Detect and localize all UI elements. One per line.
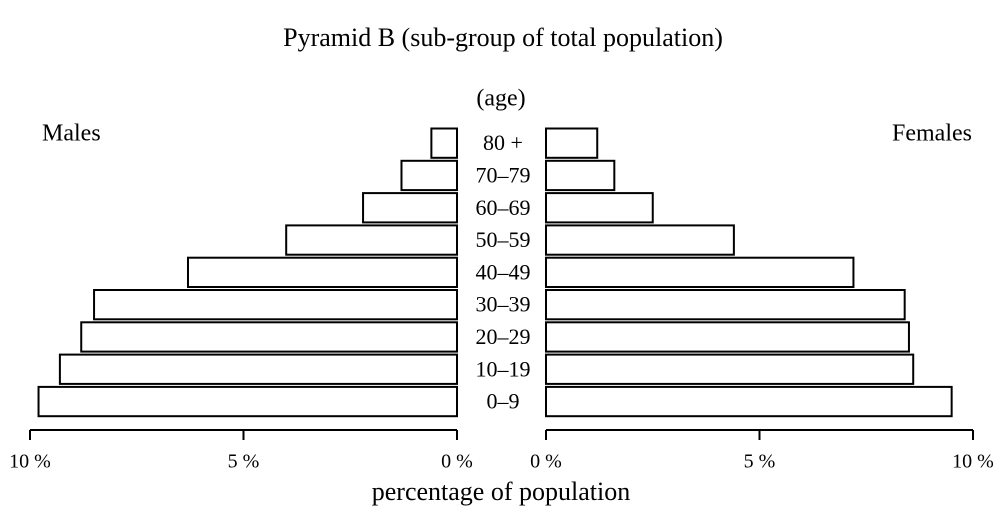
category-label: 0–9 <box>487 389 520 414</box>
bar <box>545 159 616 192</box>
x-tick-label: 10 % <box>952 451 994 473</box>
chart-title: Pyramid B (sub-group of total population… <box>283 23 723 52</box>
x-tick-label: 0 % <box>441 451 473 473</box>
category-label: 80 + <box>483 130 523 155</box>
series-label: Females <box>892 121 972 147</box>
bar <box>285 224 459 256</box>
bar <box>430 127 459 159</box>
bar <box>545 353 915 385</box>
category-label: 50–59 <box>476 227 531 252</box>
x-axis-label: percentage of population <box>372 477 630 506</box>
x-tick-label: 5 % <box>228 451 260 473</box>
bar <box>545 256 855 289</box>
category-label: 20–29 <box>476 324 531 349</box>
bar <box>545 224 735 256</box>
x-tick-label: 5 % <box>744 451 776 473</box>
bar <box>400 159 458 192</box>
bar <box>93 289 459 321</box>
series-label: Males <box>42 121 101 147</box>
bar <box>80 321 459 353</box>
x-tick-label: 10 % <box>9 451 51 473</box>
bar <box>186 256 459 289</box>
x-tick-label: 0 % <box>530 451 562 473</box>
category-label: 70–79 <box>476 162 531 187</box>
category-axis-label: (age) <box>476 86 525 112</box>
category-label: 60–69 <box>476 195 531 220</box>
bar <box>58 353 458 385</box>
bar <box>545 127 599 159</box>
bar <box>545 385 953 418</box>
bar <box>545 192 654 224</box>
bar <box>37 385 458 418</box>
bar <box>545 321 910 353</box>
bar <box>545 289 906 321</box>
category-label: 40–49 <box>476 259 531 284</box>
bar <box>362 192 458 224</box>
category-label: 10–19 <box>476 356 531 381</box>
category-label: 30–39 <box>476 292 531 317</box>
